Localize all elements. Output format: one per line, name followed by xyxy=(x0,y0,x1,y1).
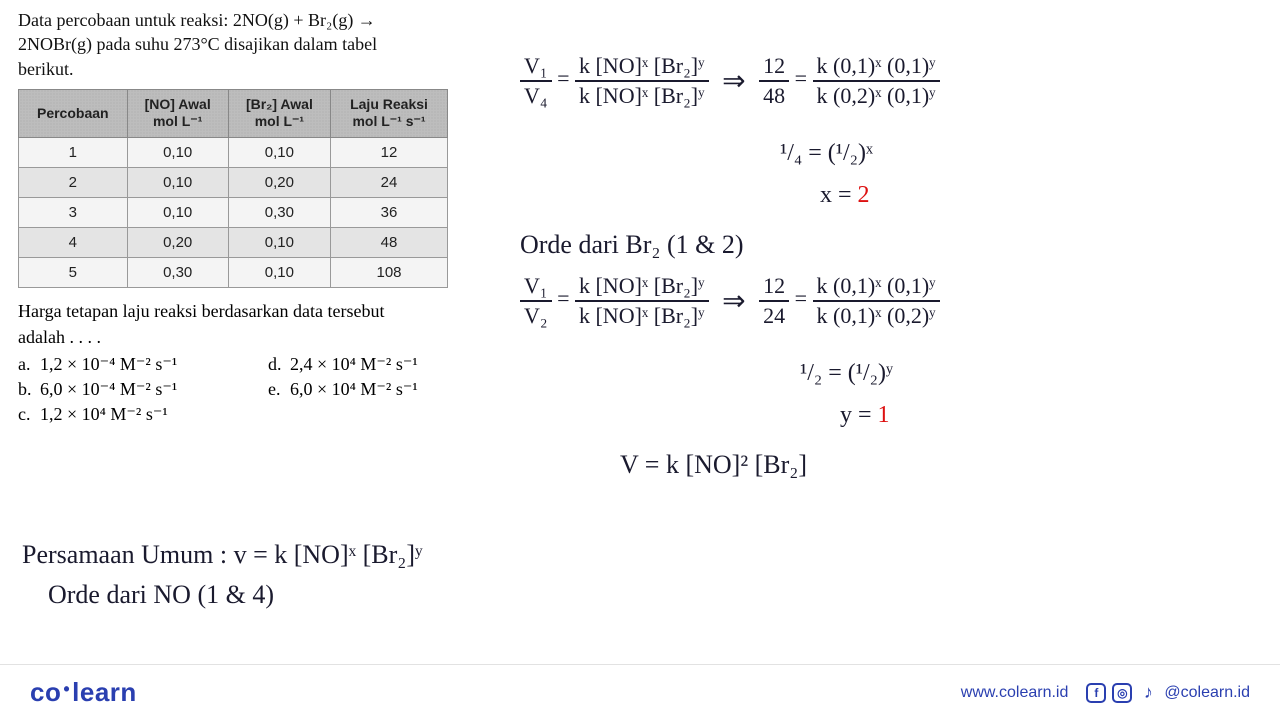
page-root: Data percobaan untuk reaksi: 2NO(g) + Br… xyxy=(0,0,1280,720)
logo-learn: learn xyxy=(72,677,137,707)
frac-num: V₁ xyxy=(520,52,552,82)
frac-den: 48 xyxy=(759,82,789,110)
cell: 3 xyxy=(19,197,128,227)
cell: 0,20 xyxy=(228,167,330,197)
social-icons: f ◎ ♪ @colearn.id xyxy=(1086,683,1250,703)
cell: 0,10 xyxy=(228,227,330,257)
frac-num: V₁ xyxy=(520,272,552,302)
frac-den: k [NO]ˣ [Br₂]ʸ xyxy=(575,82,709,110)
frac-den: k (0,1)ˣ (0,2)ʸ xyxy=(813,302,940,330)
hw-orde-br: Orde dari Br₂ (1 & 2) xyxy=(520,230,940,260)
cell: 0,10 xyxy=(228,137,330,167)
frac-num: 12 xyxy=(759,52,789,82)
th-rate-top: Laju Reaksi xyxy=(350,96,428,112)
footer-url: www.colearn.id xyxy=(961,684,1069,702)
cell: 36 xyxy=(331,197,448,227)
footer-handle: @colearn.id xyxy=(1164,684,1250,702)
table-row: 40,200,1048 xyxy=(19,227,448,257)
table-row: 20,100,2024 xyxy=(19,167,448,197)
facebook-icon: f xyxy=(1086,683,1106,703)
hw-x-equals: x = xyxy=(820,182,858,208)
th-percobaan: Percobaan xyxy=(19,89,128,137)
frac-num: k (0,1)ˣ (0,1)ʸ xyxy=(813,272,940,302)
option-e-text: 6,0 × 10⁴ M⁻² s⁻¹ xyxy=(290,379,418,399)
option-b: b.6,0 × 10⁻⁴ M⁻² s⁻¹ xyxy=(18,379,268,400)
answer-options: a.1,2 × 10⁻⁴ M⁻² s⁻¹ d.2,4 × 10⁴ M⁻² s⁻¹… xyxy=(18,354,498,425)
hw-equation-1b: ¹/₄ = (¹/₂)ˣ xyxy=(780,140,873,167)
cell: 0,10 xyxy=(228,257,330,287)
hw-equation-1: V₁V₄ = k [NO]ˣ [Br₂]ʸk [NO]ˣ [Br₂]ʸ ⇒ 12… xyxy=(520,52,1280,109)
hw-equation-2: V₁V₂ = k [NO]ˣ [Br₂]ʸk [NO]ˣ [Br₂]ʸ ⇒ 12… xyxy=(520,272,1280,329)
frac-num: 12 xyxy=(759,272,789,302)
frac-den: V₄ xyxy=(520,82,552,110)
hw-equation-1c: x = 2 xyxy=(820,182,870,209)
frac-den: k [NO]ˣ [Br₂]ʸ xyxy=(575,302,709,330)
table-row: 50,300,10108 xyxy=(19,257,448,287)
question-line-2: 2NOBr(g) pada suhu 273°C disajikan dalam… xyxy=(18,34,377,54)
option-d-text: 2,4 × 10⁴ M⁻² s⁻¹ xyxy=(290,354,418,374)
frac-num: k (0,1)ˣ (0,1)ʸ xyxy=(813,52,940,82)
question-line-3: berikut. xyxy=(18,59,74,79)
hw-y-value: 1 xyxy=(878,402,890,428)
cell: 0,20 xyxy=(127,227,228,257)
hw-equation-2b: ¹/₂ = (¹/₂)ʸ xyxy=(800,360,893,387)
th-rate: Laju Reaksi mol L⁻¹ s⁻¹ xyxy=(331,89,448,137)
cell: 108 xyxy=(331,257,448,287)
th-no-top: [NO] Awal xyxy=(145,96,211,112)
th-rate-bot: mol L⁻¹ s⁻¹ xyxy=(352,113,425,129)
hw-general-equation: Persamaan Umum : v = k [NO]ˣ [Br₂]ʸ xyxy=(22,540,642,570)
th-br: [Br₂] Awal mol L⁻¹ xyxy=(228,89,330,137)
cell: 48 xyxy=(331,227,448,257)
hw-equation-2c: y = 1 xyxy=(840,402,890,429)
hw-orde-no: Orde dari NO (1 & 4) xyxy=(48,580,468,610)
cell: 1 xyxy=(19,137,128,167)
cell: 5 xyxy=(19,257,128,287)
frac-den: 24 xyxy=(759,302,789,330)
frac-num: k [NO]ˣ [Br₂]ʸ xyxy=(575,52,709,82)
frac-den: V₂ xyxy=(520,302,552,330)
instagram-icon: ◎ xyxy=(1112,683,1132,703)
cell: 2 xyxy=(19,167,128,197)
cell: 4 xyxy=(19,227,128,257)
option-b-text: 6,0 × 10⁻⁴ M⁻² s⁻¹ xyxy=(40,379,177,399)
th-no: [NO] Awal mol L⁻¹ xyxy=(127,89,228,137)
cell: 12 xyxy=(331,137,448,167)
option-d: d.2,4 × 10⁴ M⁻² s⁻¹ xyxy=(268,354,498,375)
option-e: e.6,0 × 10⁴ M⁻² s⁻¹ xyxy=(268,379,498,400)
hw-final-rate-law: V = k [NO]² [Br₂] xyxy=(620,450,807,480)
table-row: 10,100,1012 xyxy=(19,137,448,167)
th-br-bot: mol L⁻¹ xyxy=(255,113,304,129)
option-a-text: 1,2 × 10⁻⁴ M⁻² s⁻¹ xyxy=(40,354,177,374)
th-no-bot: mol L⁻¹ xyxy=(153,113,202,129)
brand-logo: co•learn xyxy=(30,677,137,708)
table-header-row: Percobaan [NO] Awal mol L⁻¹ [Br₂] Awal m… xyxy=(19,89,448,137)
cell: 24 xyxy=(331,167,448,197)
cell: 0,10 xyxy=(127,197,228,227)
experiment-table: Percobaan [NO] Awal mol L⁻¹ [Br₂] Awal m… xyxy=(18,89,448,288)
footer-right: www.colearn.id f ◎ ♪ @colearn.id xyxy=(961,683,1250,703)
th-br-top: [Br₂] Awal xyxy=(246,96,313,112)
tiktok-icon: ♪ xyxy=(1138,683,1158,703)
post-table-line2: adalah . . . . xyxy=(18,327,101,347)
cell: 0,30 xyxy=(228,197,330,227)
logo-dot-icon: • xyxy=(61,679,72,699)
table-row: 30,100,3036 xyxy=(19,197,448,227)
cell: 0,10 xyxy=(127,137,228,167)
option-c-text: 1,2 × 10⁴ M⁻² s⁻¹ xyxy=(40,404,168,424)
question-line-1: Data percobaan untuk reaksi: 2NO(g) + Br… xyxy=(18,10,376,30)
cell: 0,30 xyxy=(127,257,228,287)
option-a: a.1,2 × 10⁻⁴ M⁻² s⁻¹ xyxy=(18,354,268,375)
post-table-line1: Harga tetapan laju reaksi berdasarkan da… xyxy=(18,301,385,321)
question-text: Data percobaan untuk reaksi: 2NO(g) + Br… xyxy=(18,8,498,81)
logo-co: co xyxy=(30,677,61,707)
hw-x-value: 2 xyxy=(858,182,870,208)
post-table-text: Harga tetapan laju reaksi berdasarkan da… xyxy=(18,298,498,350)
cell: 0,10 xyxy=(127,167,228,197)
frac-den: k (0,2)ˣ (0,1)ʸ xyxy=(813,82,940,110)
frac-num: k [NO]ˣ [Br₂]ʸ xyxy=(575,272,709,302)
hw-y-equals: y = xyxy=(840,402,878,428)
question-column: Data percobaan untuk reaksi: 2NO(g) + Br… xyxy=(18,8,498,425)
option-c: c.1,2 × 10⁴ M⁻² s⁻¹ xyxy=(18,404,268,425)
footer-bar: co•learn www.colearn.id f ◎ ♪ @colearn.i… xyxy=(0,664,1280,720)
